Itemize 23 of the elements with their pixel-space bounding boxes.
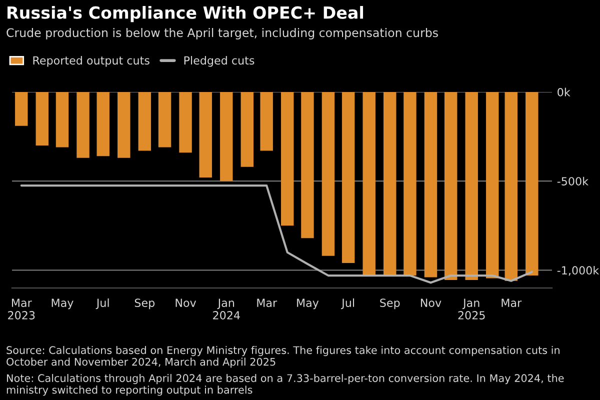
y-tick-label: -1,000k: [557, 266, 600, 276]
x-tick-label: Mar 2023: [8, 298, 35, 320]
line-series: [20, 184, 533, 284]
chart-title: Russia's Compliance With OPEC+ Deal: [8, 6, 364, 22]
text: Note: Calculations through April 2024 are based on a 7.33-barrel-per-ton conversion rate. In May 2024, the ministry switched to reporting output in barrels: [6, 374, 564, 396]
y-tick-label: 0k: [558, 88, 570, 96]
x-tick-label: Jan 2025: [458, 298, 485, 320]
x-tick-label: Nov: [420, 298, 442, 308]
x-tick-label: May: [52, 298, 74, 310]
legend-label: Pledged cuts: [184, 56, 254, 67]
x-tick-label: Mar: [257, 298, 278, 308]
chart-subtitle: Crude production is below the April target, including compensation curbs: [6, 28, 438, 40]
x-tick-label: May: [297, 298, 319, 310]
legend-label: Reported output cuts: [33, 56, 150, 67]
x-tick-label: Sep: [380, 298, 400, 310]
x-tick-label: Nov: [176, 298, 196, 308]
x-tick-label: Sep: [134, 298, 155, 310]
x-tick-label: Jul: [341, 298, 354, 310]
x-tick-label: Jul: [96, 298, 109, 310]
y-tick-label: -500k: [557, 176, 588, 186]
x-tick-label: Mar: [502, 298, 522, 308]
x-tick-label: Jan 2024: [213, 298, 240, 320]
source-note: Source: Calculations based on Energy Ministry figures. The figures take into account compensation cuts in October and November 2024, March and April 2025: [6, 346, 560, 368]
